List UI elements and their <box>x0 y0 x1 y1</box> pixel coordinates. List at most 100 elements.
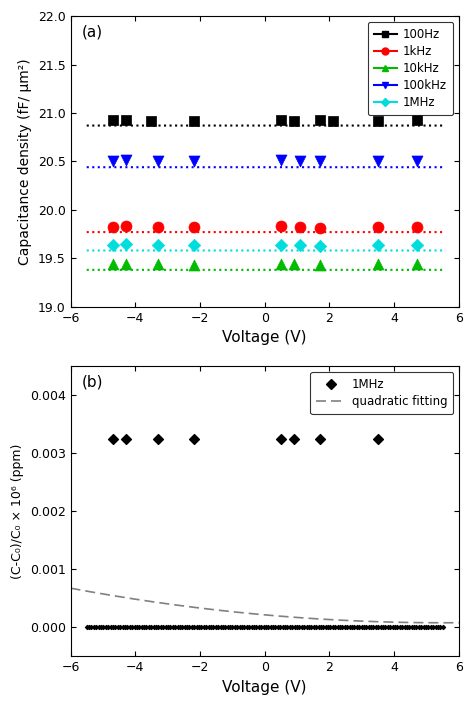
Point <box>181 622 189 633</box>
Point <box>317 622 325 633</box>
Point <box>329 622 337 633</box>
1MHz <box>190 239 197 251</box>
Point <box>114 622 121 633</box>
Point <box>272 622 279 633</box>
Point <box>119 622 127 633</box>
Point <box>341 622 348 633</box>
Point <box>434 622 442 633</box>
100Hz <box>413 114 420 126</box>
Point <box>136 622 143 633</box>
Point <box>425 622 432 633</box>
Point <box>174 622 182 633</box>
Point <box>374 433 382 444</box>
Point <box>276 622 284 633</box>
Point <box>210 622 217 633</box>
Point <box>396 622 403 633</box>
Point <box>140 622 148 633</box>
Point <box>413 622 420 633</box>
Point <box>97 622 105 633</box>
Point <box>315 622 322 633</box>
1kHz <box>413 222 420 233</box>
Point <box>248 622 255 633</box>
Point <box>131 622 138 633</box>
Point <box>429 622 437 633</box>
Point <box>88 622 95 633</box>
Point <box>102 622 109 633</box>
Point <box>183 622 191 633</box>
Point <box>214 622 222 633</box>
Point <box>336 622 344 633</box>
Point <box>393 622 401 633</box>
Text: (a): (a) <box>82 25 103 40</box>
Point <box>290 433 298 444</box>
Point <box>155 622 162 633</box>
Point <box>331 622 339 633</box>
Point <box>126 622 134 633</box>
Point <box>190 433 197 444</box>
Point <box>267 622 274 633</box>
Point <box>104 622 112 633</box>
Point <box>379 622 387 633</box>
Point <box>420 622 428 633</box>
Point <box>418 622 425 633</box>
Point <box>207 622 215 633</box>
Point <box>408 622 416 633</box>
Point <box>296 622 303 633</box>
Point <box>250 622 258 633</box>
1MHz <box>413 239 420 251</box>
Point <box>188 622 196 633</box>
100kHz <box>316 156 324 167</box>
100Hz <box>109 114 117 126</box>
Point <box>356 622 363 633</box>
Point <box>262 622 270 633</box>
100kHz <box>154 156 162 167</box>
Point <box>310 622 318 633</box>
Point <box>92 622 100 633</box>
1MHz <box>316 240 324 251</box>
Point <box>382 622 389 633</box>
Point <box>107 622 114 633</box>
Point <box>327 622 334 633</box>
Point <box>234 622 241 633</box>
Point <box>212 622 219 633</box>
Point <box>219 622 227 633</box>
Point <box>124 622 131 633</box>
Point <box>243 622 251 633</box>
Point <box>85 622 93 633</box>
Point <box>147 622 155 633</box>
1kHz <box>154 222 162 233</box>
100Hz <box>190 115 197 126</box>
100Hz <box>329 115 337 126</box>
Point <box>100 622 107 633</box>
Point <box>157 622 164 633</box>
100Hz <box>122 114 129 126</box>
1kHz <box>109 222 117 233</box>
Point <box>238 622 246 633</box>
Point <box>264 622 272 633</box>
Point <box>293 622 301 633</box>
Point <box>221 622 229 633</box>
Point <box>257 622 265 633</box>
Point <box>279 622 286 633</box>
100Hz <box>290 115 298 126</box>
X-axis label: Voltage (V): Voltage (V) <box>222 330 307 345</box>
Point <box>176 622 184 633</box>
Point <box>343 622 351 633</box>
Point <box>150 622 157 633</box>
10kHz <box>290 258 298 270</box>
Point <box>164 622 172 633</box>
Point <box>398 622 406 633</box>
1MHz <box>122 238 129 249</box>
Point <box>439 622 447 633</box>
Point <box>305 622 313 633</box>
10kHz <box>154 258 162 270</box>
Point <box>410 622 418 633</box>
Point <box>406 622 413 633</box>
100Hz <box>277 114 285 126</box>
Point <box>109 622 117 633</box>
Point <box>427 622 435 633</box>
Point <box>358 622 365 633</box>
Point <box>205 622 212 633</box>
Point <box>154 433 162 444</box>
Point <box>228 622 236 633</box>
